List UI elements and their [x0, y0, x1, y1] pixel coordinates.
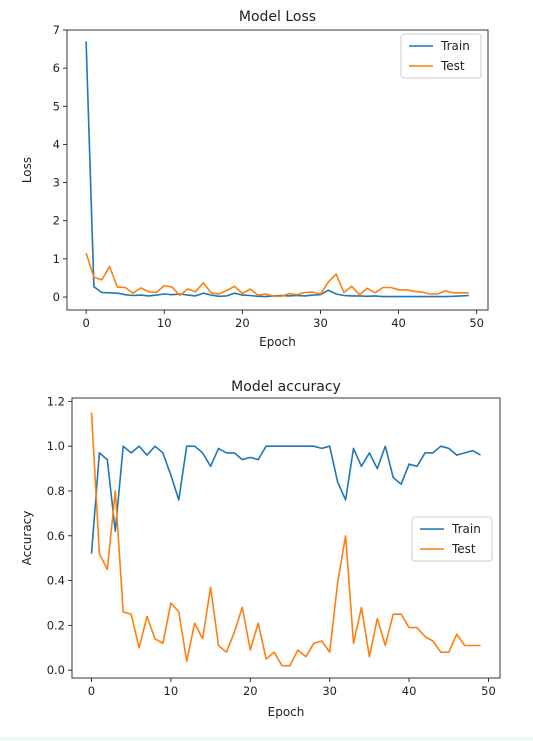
y-tick-label: 0.8: [47, 484, 65, 498]
series-line-test: [85, 252, 469, 298]
y-tick-label: 0.0: [47, 663, 65, 677]
legend-label-train: Train: [440, 39, 470, 53]
y-tick-label: 3: [53, 176, 60, 190]
x-tick-label: 50: [481, 684, 496, 698]
y-tick-label: 0: [53, 290, 60, 304]
x-tick-label: 10: [164, 684, 179, 698]
x-tick-label: 40: [391, 316, 406, 330]
legend: Train Test: [411, 516, 493, 562]
series-line-test: [90, 412, 481, 667]
legend-label-train: Train: [451, 522, 481, 536]
chart-1: Model Loss 0 10 20 30 40 50 0 1 2 3 4 5 6 7 Epoch Loss Tr…: [20, 9, 489, 349]
y-tick-label: 4: [53, 137, 60, 151]
legend-box: [411, 516, 493, 562]
legend-box: [400, 33, 482, 79]
series-line-train: [90, 445, 481, 554]
y-tick-label: 6: [53, 61, 60, 75]
y-tick-label: 1.2: [47, 394, 65, 408]
series-line-train: [85, 41, 469, 298]
x-tick-label: 50: [469, 316, 484, 330]
y-tick-label: 1.0: [47, 439, 65, 453]
y-tick-label: 2: [53, 214, 60, 228]
y-tick-label: 1: [53, 252, 60, 266]
y-tick-label: 7: [53, 23, 60, 37]
bottom-strip: [0, 737, 533, 741]
x-tick-label: 40: [402, 684, 417, 698]
y-axis-label: Accuracy: [20, 511, 34, 566]
legend-label-test: Test: [440, 59, 465, 73]
y-tick-label: 0.4: [47, 574, 65, 588]
x-tick-label: 20: [235, 316, 250, 330]
x-tick-label: 0: [82, 316, 89, 330]
legend: Train Test: [400, 33, 482, 79]
x-tick-label: 30: [322, 684, 337, 698]
plot-frame: [66, 29, 489, 311]
x-tick-label: 10: [157, 316, 172, 330]
legend-label-test: Test: [451, 542, 476, 556]
chart-title: Model Loss: [239, 9, 316, 25]
x-axis-label: Epoch: [268, 705, 305, 719]
y-tick-label: 5: [53, 99, 60, 113]
chart-title: Model accuracy: [231, 379, 341, 395]
y-tick-label: 0.2: [47, 618, 65, 632]
plot-frame: [71, 397, 501, 679]
x-axis-label: Epoch: [259, 335, 296, 349]
x-tick-label: 20: [243, 684, 258, 698]
chart-2: Model accuracy 0 10 20 30 40 50 0.0 0.2 0.4 0.6 0.8…: [20, 379, 501, 719]
x-tick-label: 30: [313, 316, 328, 330]
y-tick-label: 0.6: [47, 529, 65, 543]
x-tick-label: 0: [88, 684, 95, 698]
y-axis-label: Loss: [20, 157, 34, 183]
